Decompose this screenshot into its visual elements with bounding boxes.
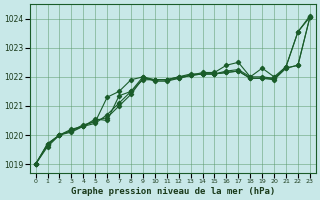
X-axis label: Graphe pression niveau de la mer (hPa): Graphe pression niveau de la mer (hPa) <box>71 187 275 196</box>
